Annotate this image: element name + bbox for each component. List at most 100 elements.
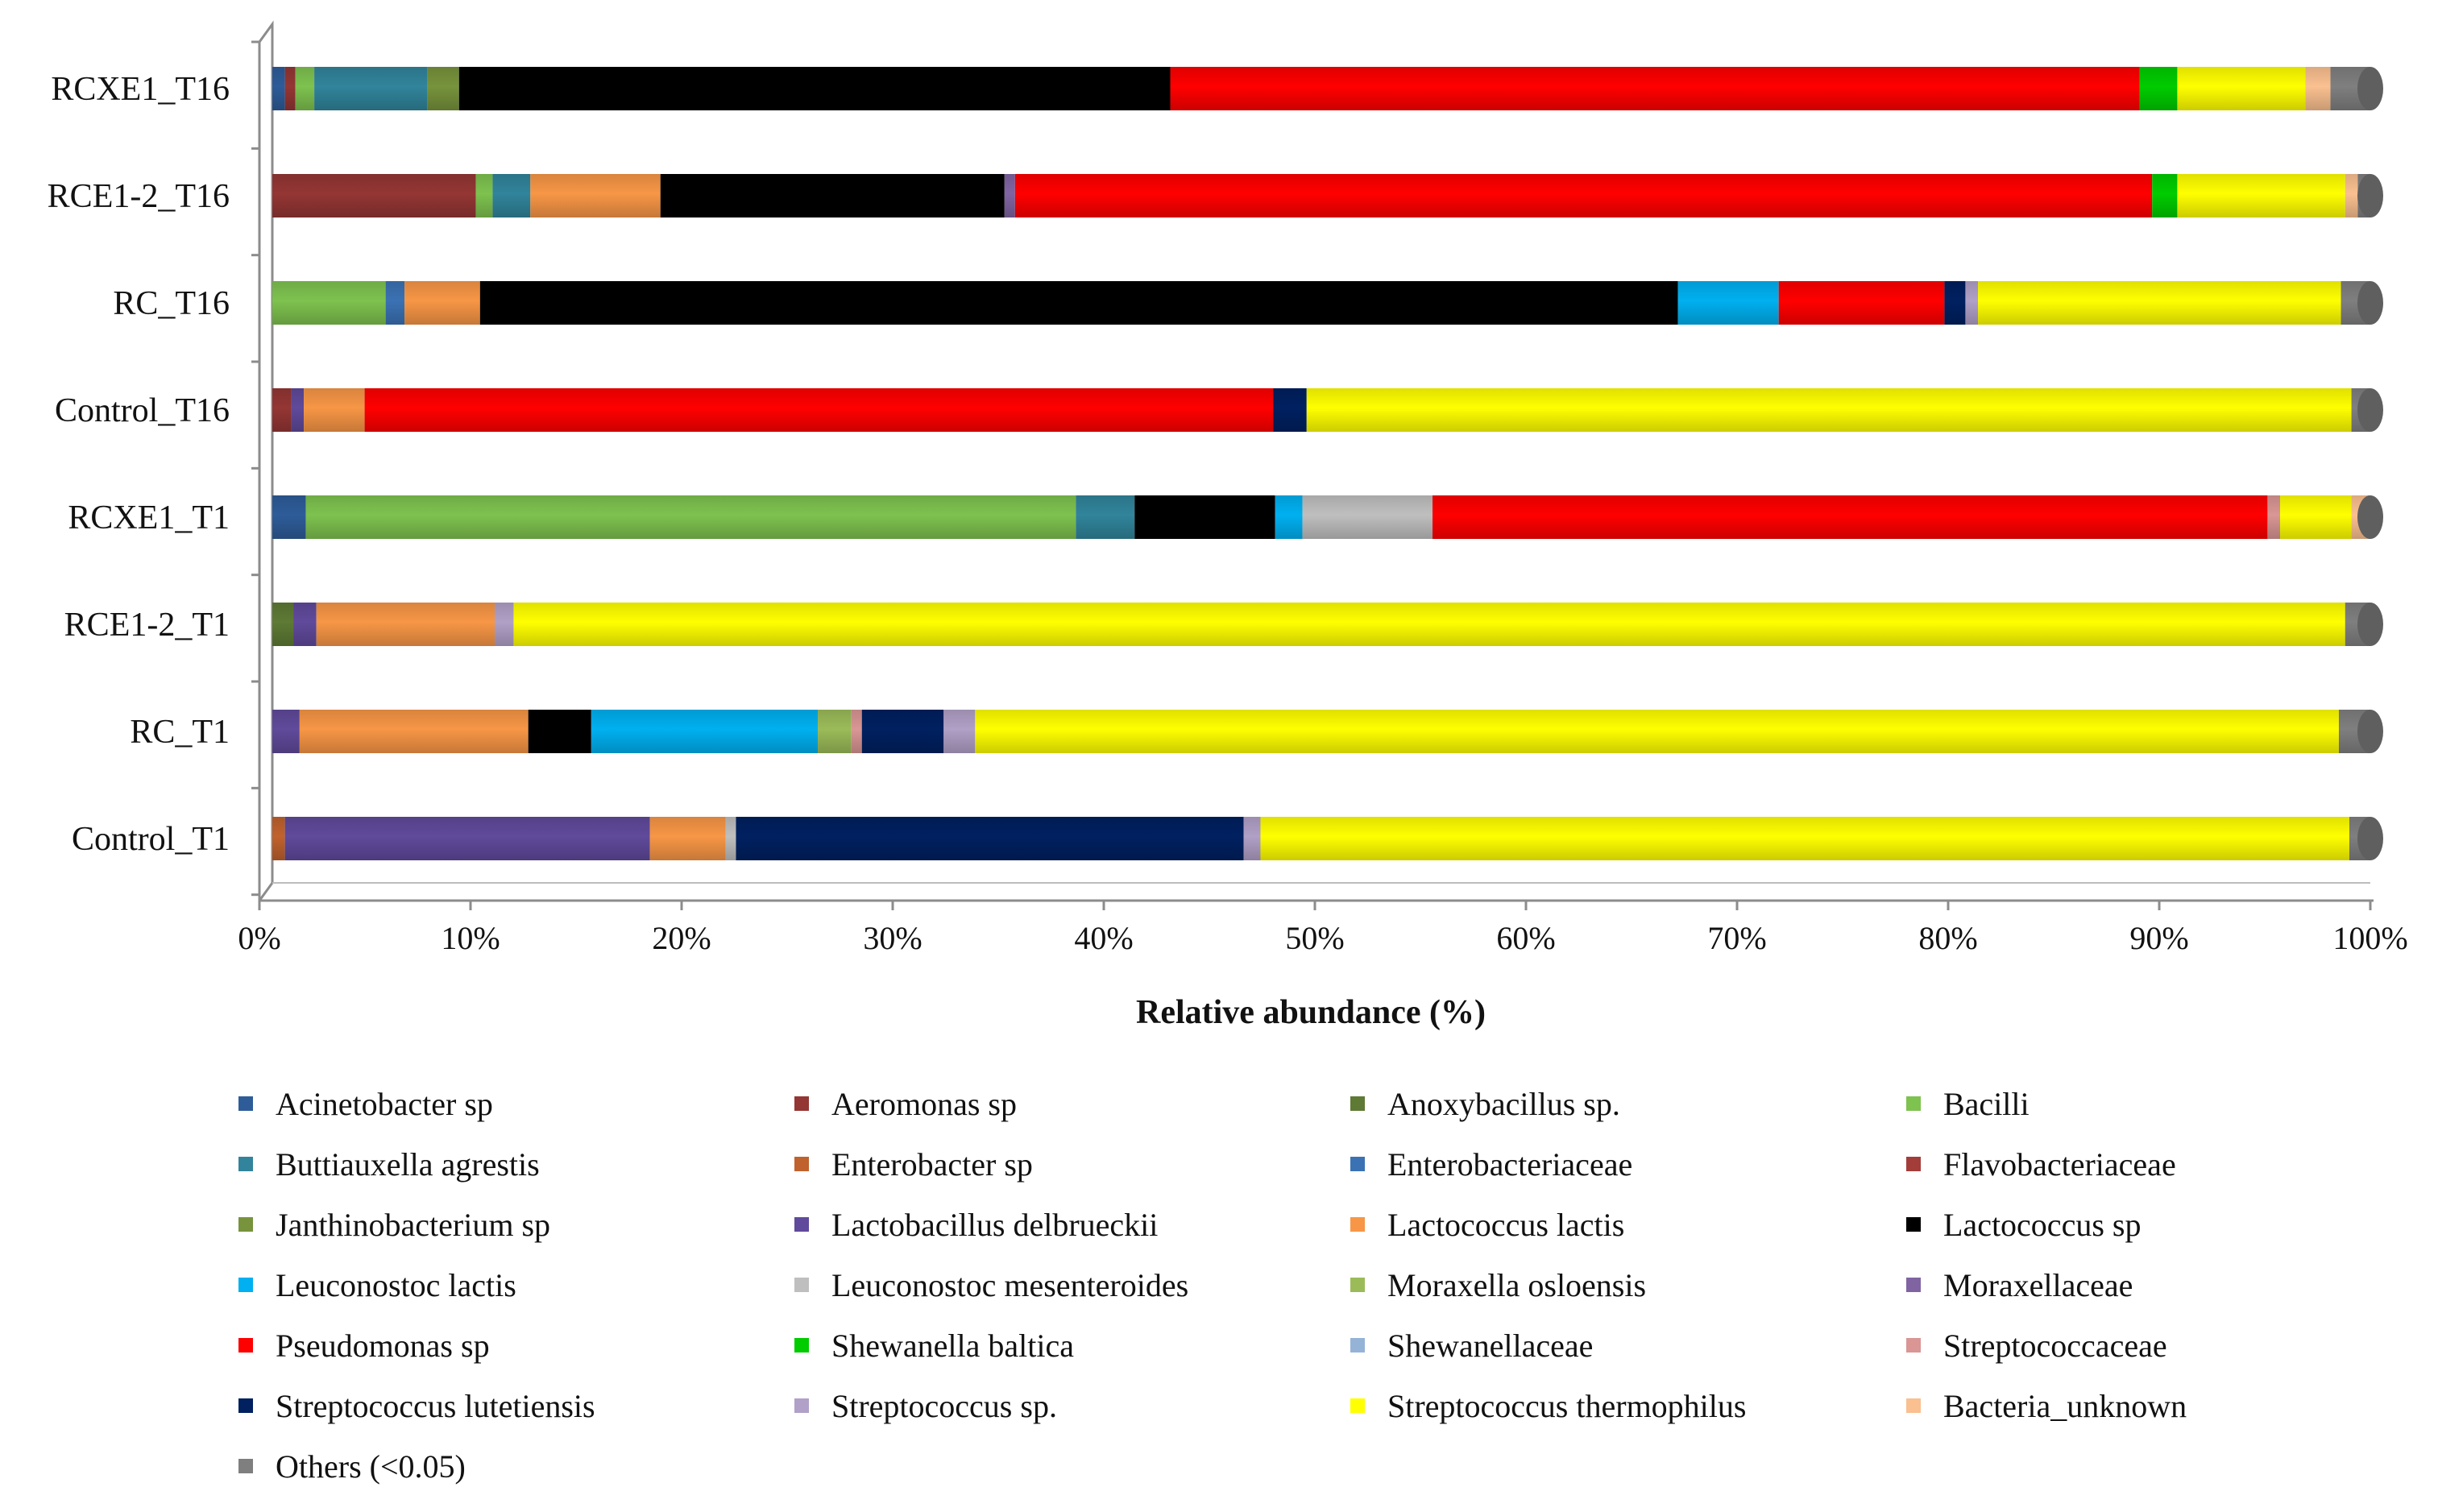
bar-segment — [492, 174, 531, 217]
bar-segment — [479, 281, 1678, 325]
legend-label: Bacilli — [1943, 1085, 2030, 1122]
bar-segment — [975, 710, 2339, 753]
legend-item: Leuconostoc mesenteroides — [794, 1261, 1188, 1309]
bar-segment — [316, 603, 495, 646]
bar-segment — [272, 388, 292, 432]
legend-item: Aeromonas sp — [794, 1079, 1017, 1128]
bar-segment — [2139, 67, 2178, 110]
legend-item: Lactobacillus delbrueckii — [794, 1200, 1158, 1249]
bar-segment — [1134, 495, 1275, 539]
x-tick-label: 60% — [1496, 920, 1555, 956]
legend-item: Moraxellaceae — [1906, 1261, 2133, 1309]
bar-segment — [291, 388, 305, 432]
x-tick-label: 30% — [863, 920, 922, 956]
bar-segment — [513, 603, 2345, 646]
legend-swatch — [794, 1217, 809, 1232]
bar-segment — [861, 710, 944, 753]
legend-swatch — [238, 1398, 253, 1413]
bar-segment — [458, 67, 1171, 110]
legend-item: Bacteria_unknown — [1906, 1382, 2187, 1430]
bar-segment — [1076, 495, 1135, 539]
legend-item: Enterobacter sp — [794, 1140, 1033, 1188]
bar-segment — [943, 710, 976, 753]
legend-label: Enterobacteriaceae — [1387, 1145, 1633, 1183]
legend-label: Moraxella osloensis — [1387, 1266, 1647, 1303]
legend-item: Pseudomonas sp — [238, 1321, 490, 1369]
bar-end-cap — [2357, 388, 2383, 432]
bar-segment — [475, 174, 493, 217]
bar-segment — [2305, 67, 2331, 110]
bar-segment — [1243, 817, 1261, 860]
legend-swatch — [238, 1338, 253, 1353]
legend-swatch — [238, 1157, 253, 1171]
legend-item: Lactococcus sp — [1906, 1200, 2141, 1249]
bar-segment — [660, 174, 1005, 217]
legend-swatch — [1906, 1338, 1921, 1353]
bar-segment — [364, 388, 1274, 432]
legend-label: Moraxellaceae — [1943, 1266, 2133, 1303]
bar-segment — [295, 67, 315, 110]
y-category-label: Control_T1 — [72, 821, 230, 858]
x-tick-label: 50% — [1285, 920, 1344, 956]
legend-item: Streptococcus thermophilus — [1350, 1382, 1746, 1430]
legend-label: Flavobacteriaceae — [1943, 1145, 2176, 1183]
legend-label: Leuconostoc mesenteroides — [831, 1266, 1189, 1303]
bar-end-cap — [2357, 174, 2383, 217]
y-category-label: RC_T1 — [130, 714, 230, 751]
x-tick-label: 70% — [1707, 920, 1766, 956]
legend-item: Streptococcus lutetiensis — [238, 1382, 595, 1430]
bar-segment — [591, 710, 819, 753]
bar-segment — [1302, 495, 1433, 539]
bar-segment — [736, 817, 1244, 860]
legend-swatch — [1906, 1278, 1921, 1292]
legend-swatch — [794, 1157, 809, 1171]
bar-segment — [1273, 388, 1307, 432]
legend-label: Pseudomonas sp — [276, 1327, 490, 1364]
legend-swatch — [1906, 1157, 1921, 1171]
bar-segment — [1433, 495, 2268, 539]
bar-row — [272, 817, 2383, 860]
y-category-label: RCXE1_T16 — [51, 71, 230, 108]
legend-label: Enterobacter sp — [831, 1145, 1033, 1183]
bar-segment — [2177, 174, 2345, 217]
stacked-bar-chart: RCXE1_T16 RCE1-2_T16 RC_T16 Control_T16 RCXE… — [48, 20, 2408, 1031]
x-tick-label: 90% — [2129, 920, 2188, 956]
legend-label: Shewanella baltica — [831, 1327, 1074, 1364]
legend-label: Acinetobacter sp — [276, 1085, 493, 1122]
legend-swatch — [1350, 1096, 1365, 1111]
legend-label: Janthinobacterium sp — [276, 1206, 551, 1243]
legend-label: Lactococcus sp — [1943, 1206, 2142, 1243]
legend-item: Others (<0.05) — [238, 1442, 466, 1490]
legend-item: Leuconostoc lactis — [238, 1261, 516, 1309]
bar-segment — [299, 710, 529, 753]
legend-swatch — [794, 1096, 809, 1111]
bar-segment — [2152, 174, 2178, 217]
bar-row — [272, 388, 2383, 432]
legend-label: Leuconostoc lactis — [276, 1266, 516, 1303]
bar-segment — [530, 174, 661, 217]
y-category-label: RCE1-2_T16 — [48, 178, 230, 215]
legend-swatch — [794, 1338, 809, 1353]
legend-label: Streptococcaceae — [1943, 1327, 2167, 1364]
bar-segment — [272, 603, 294, 646]
bar-segment — [272, 281, 386, 325]
legend-label: Others (<0.05) — [276, 1448, 466, 1485]
bar-segment — [304, 388, 365, 432]
bar-segment — [2280, 495, 2352, 539]
bar-segment — [284, 67, 296, 110]
bar-segment — [1004, 174, 1015, 217]
legend-item: Shewanella baltica — [794, 1321, 1074, 1369]
legend-item: Flavobacteriaceae — [1906, 1140, 2176, 1188]
y-category-label: Control_T16 — [55, 392, 230, 429]
legend-swatch — [1906, 1217, 1921, 1232]
legend-swatch — [1350, 1398, 1365, 1413]
bar-segment — [293, 603, 317, 646]
bar-segment — [427, 67, 459, 110]
bar-segment — [725, 817, 736, 860]
legend-swatch — [238, 1459, 253, 1473]
bar-end-cap — [2357, 710, 2383, 753]
legend-label: Streptococcus thermophilus — [1387, 1387, 1747, 1424]
legend-item: Lactococcus lactis — [1350, 1200, 1624, 1249]
legend-label: Streptococcus sp. — [831, 1387, 1057, 1424]
x-tick-label: 100% — [2332, 920, 2407, 956]
